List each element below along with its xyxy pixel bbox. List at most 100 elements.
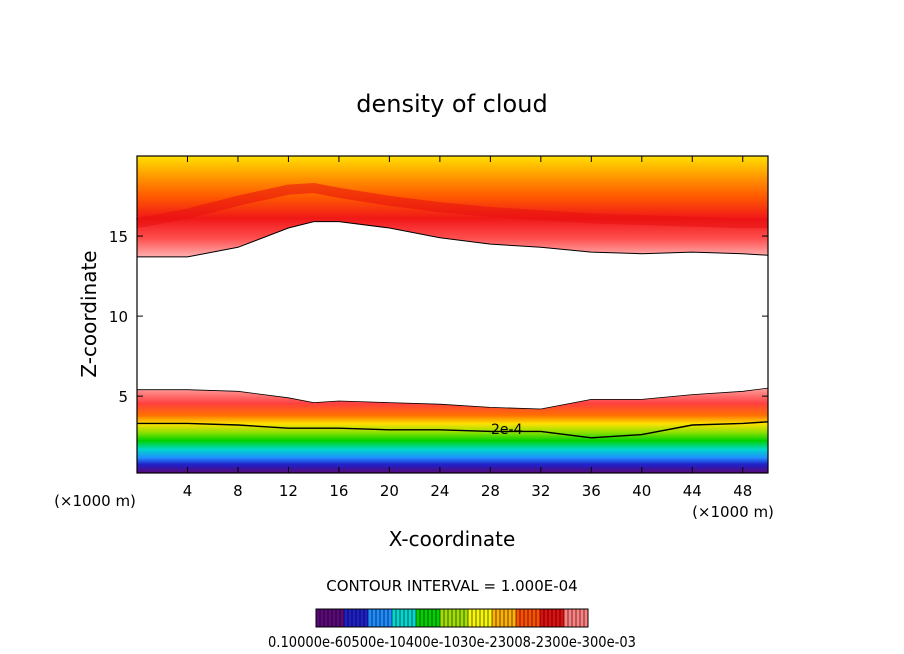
colorbar-swatch [448, 609, 453, 627]
colorbar-swatch [316, 609, 321, 627]
colorbar-swatch [416, 609, 421, 627]
colorbar [315, 608, 589, 628]
y-axis-label: Z-coordinate [77, 250, 101, 377]
colorbar-swatch [336, 609, 341, 627]
colorbar-swatch [468, 609, 473, 627]
chart-title: density of cloud [356, 90, 547, 118]
colorbar-swatch [484, 609, 489, 627]
colorbar-swatch [544, 609, 549, 627]
colorbar-swatch [344, 609, 349, 627]
contour-label: 2e-4 [491, 422, 523, 438]
x-tick-label: 8 [233, 482, 243, 500]
x-tick-label: 20 [380, 482, 399, 500]
colorbar-swatch [332, 609, 337, 627]
colorbar-swatch [532, 609, 537, 627]
colorbar-swatch [380, 609, 385, 627]
colorbar-swatch [432, 609, 437, 627]
x-tick-label: 44 [683, 482, 702, 500]
colorbar-swatch [444, 609, 449, 627]
colorbar-swatch [360, 609, 365, 627]
colorbar-swatch [464, 609, 469, 627]
colorbar-swatch [420, 609, 425, 627]
colorbar-swatch [460, 609, 465, 627]
colorbar-swatch [456, 609, 461, 627]
colorbar-swatch [584, 609, 589, 627]
colorbar-swatch [556, 609, 561, 627]
x-tick-label: 32 [531, 482, 550, 500]
colorbar-swatch [548, 609, 553, 627]
colorbar-swatch [504, 609, 509, 627]
colorbar-swatch [552, 609, 557, 627]
contour-2e-4 [137, 421, 769, 439]
colorbar-swatch [496, 609, 501, 627]
colorbar-frame [315, 608, 589, 628]
colorbar-swatch [564, 609, 569, 627]
x-tick-label: 24 [430, 482, 449, 500]
upper-boundary-contour [137, 221, 769, 258]
colorbar-swatch [436, 609, 441, 627]
colorbar-swatch [572, 609, 577, 627]
y-axis-ticks: 5 10 15 [109, 228, 768, 406]
x-tick-label: 36 [582, 482, 601, 500]
x-tick-label: 40 [632, 482, 651, 500]
colorbar-swatch [372, 609, 377, 627]
colorbar-swatch [476, 609, 481, 627]
colorbar-swatch [472, 609, 477, 627]
y-tick-label: 5 [118, 388, 128, 406]
colorbar-swatch [500, 609, 505, 627]
x-tick-label: 16 [329, 482, 348, 500]
colorbar-swatch [560, 609, 565, 627]
colorbar-swatch [452, 609, 457, 627]
colorbar-swatch [364, 609, 369, 627]
colorbar-swatch [488, 609, 493, 627]
x-tick-label: 4 [183, 482, 193, 500]
colorbar-tick-labels: 0.10000e-60500e-10400e-1030e-23008-2300e… [268, 633, 636, 651]
colorbar-swatch [384, 609, 389, 627]
colorbar-swatch [348, 609, 353, 627]
colorbar-swatch [492, 609, 497, 627]
colorbar-swatch [520, 609, 525, 627]
colorbar-swatch [408, 609, 413, 627]
colorbar-swatch [388, 609, 393, 627]
colorbar-swatch [512, 609, 517, 627]
colorbar-swatch [368, 609, 373, 627]
colorbar-swatch [576, 609, 581, 627]
colorbar-swatch [352, 609, 357, 627]
upper-core-band [136, 182, 768, 229]
x-tick-label: 48 [733, 482, 752, 500]
colorbar-swatch [528, 609, 533, 627]
colorbar-swatch [536, 609, 541, 627]
x-axis-label: X-coordinate [389, 527, 516, 551]
x-tick-label: 28 [481, 482, 500, 500]
colorbar-swatch [540, 609, 545, 627]
colorbar-swatch [396, 609, 401, 627]
x-unit-right: (×1000 m) [692, 503, 774, 521]
x-tick-label: 12 [279, 482, 298, 500]
y-tick-label: 10 [109, 308, 128, 326]
colorbar-swatch [376, 609, 381, 627]
colorbar-swatch [524, 609, 529, 627]
colorbar-swatch [440, 609, 445, 627]
x-unit-left: (×1000 m) [54, 492, 136, 510]
colorbar-swatch [428, 609, 433, 627]
colorbar-swatch [508, 609, 513, 627]
contour-interval-text: CONTOUR INTERVAL = 1.000E-04 [326, 577, 577, 595]
colorbar-swatch [580, 609, 585, 627]
colorbar-swatch [328, 609, 333, 627]
colorbar-swatch [404, 609, 409, 627]
colorbar-swatch [568, 609, 573, 627]
colorbar-swatch [356, 609, 361, 627]
colorbar-swatch [400, 609, 405, 627]
x-axis-ticks: 4 8 12 16 20 24 28 32 36 40 44 48 [183, 156, 752, 500]
plot-frame [136, 155, 769, 474]
colorbar-swatch [516, 609, 521, 627]
colorbar-swatch [412, 609, 417, 627]
colorbar-swatch [392, 609, 397, 627]
lower-top-contour [137, 387, 769, 410]
y-tick-label: 15 [109, 228, 128, 246]
colorbar-swatch [340, 609, 345, 627]
colorbar-swatch [320, 609, 325, 627]
plot-area: 2e-4 [136, 156, 769, 473]
colorbar-swatch [480, 609, 485, 627]
colorbar-swatch [324, 609, 329, 627]
